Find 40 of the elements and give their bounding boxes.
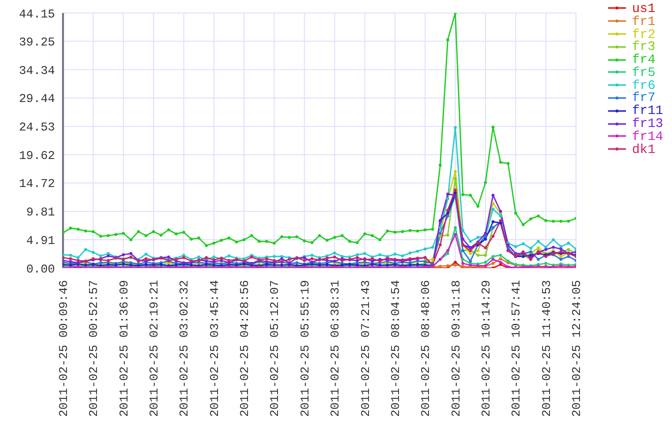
- legend-label: fr6: [632, 78, 656, 93]
- legend-label: fr3: [632, 39, 656, 54]
- legend-label: fr5: [632, 64, 656, 80]
- x-tick-label: 2011-02-25 00:09:46: [57, 280, 71, 417]
- legend-label: fr11: [632, 103, 664, 118]
- y-tick-label: 0.00: [26, 262, 55, 276]
- y-tick-label: 29.44: [18, 92, 55, 106]
- x-tick-label: 2011-02-25 10:14:29: [479, 280, 494, 417]
- y-tick-label: 4.91: [26, 234, 55, 248]
- x-tick-label: 2011-02-25 01:36:09: [117, 280, 132, 417]
- x-tick-label: 2011-02-25 04:28:56: [238, 280, 252, 417]
- y-tick-label: 9.81: [26, 206, 55, 220]
- x-tick-label: 2011-02-25 07:21:43: [358, 280, 373, 417]
- legend-label: fr1: [632, 14, 656, 29]
- x-tick-label: 2011-02-25 09:31:18: [449, 280, 464, 417]
- x-tick-label: 2011-02-25 00:52:57: [87, 280, 102, 417]
- legend-label: fr2: [632, 26, 656, 42]
- x-tick-label: 2011-02-25 12:24:05: [570, 280, 584, 417]
- legend-label: dk1: [632, 142, 656, 157]
- y-tick-label: 19.62: [18, 148, 55, 163]
- x-tick-label: 2011-02-25 08:48:06: [419, 280, 434, 417]
- y-tick-label: 39.25: [18, 36, 55, 50]
- y-tick-label: 34.34: [18, 64, 55, 78]
- x-tick-label: 2011-02-25 08:04:54: [388, 280, 403, 417]
- x-tick-label: 2011-02-25 03:45:44: [208, 280, 222, 417]
- legend-label: fr14: [632, 128, 664, 144]
- x-tick-label: 2011-02-25 05:12:07: [268, 280, 282, 417]
- legend-label: us1: [632, 0, 656, 16]
- x-tick-label: 2011-02-25 06:38:31: [328, 280, 343, 417]
- y-tick-label: 14.72: [18, 177, 55, 192]
- x-tick-label: 2011-02-25 11:40:53: [540, 280, 554, 417]
- y-tick-label: 44.15: [18, 7, 55, 22]
- x-tick-label: 2011-02-25 02:19:21: [148, 280, 162, 417]
- x-tick-label: 2011-02-25 10:57:41: [510, 280, 524, 417]
- x-tick-label: 2011-02-25 05:55:19: [298, 280, 312, 417]
- legend-label: fr4: [632, 52, 656, 68]
- legend-label: fr7: [632, 90, 656, 106]
- legend-label: fr13: [632, 116, 664, 132]
- y-tick-label: 24.53: [18, 120, 55, 135]
- x-tick-label: 2011-02-25 03:02:32: [178, 280, 192, 417]
